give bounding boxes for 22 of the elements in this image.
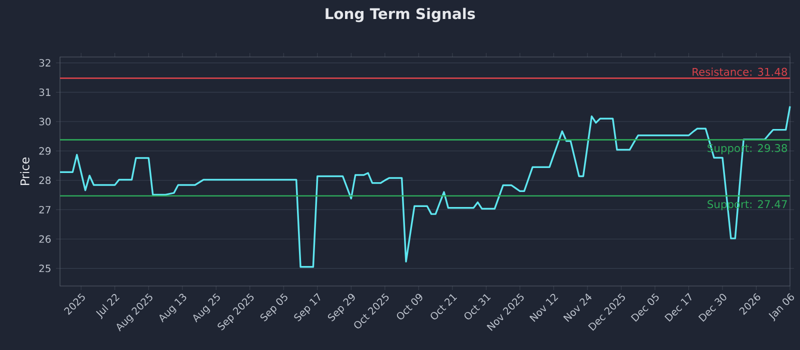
x-tick-label: Dec 17 — [664, 292, 692, 322]
x-tick-label: Jan 06 — [768, 293, 794, 322]
x-tick-label: Jul 22 — [96, 294, 120, 320]
x-tick-label: Dec 30 — [698, 294, 726, 322]
ref-line-label: Resistance: 31.48 — [692, 68, 788, 76]
y-tick-label: 26 — [39, 235, 51, 243]
y-tick-label: 29 — [39, 147, 51, 155]
x-tick-label: Oct 31 — [464, 294, 491, 320]
y-tick-label: 25 — [39, 264, 50, 272]
y-tick-label: 30 — [39, 118, 51, 126]
x-tick-label: Oct 09 — [396, 294, 422, 320]
x-tick-label: Sep 05 — [260, 293, 288, 322]
x-tick-label: Dec 05 — [630, 293, 659, 322]
chart-title: Long Term Signals — [326, 8, 475, 22]
y-tick-label: 32 — [39, 59, 50, 67]
y-tick-label: 31 — [39, 88, 50, 96]
x-tick-label: Sep 29 — [328, 294, 355, 322]
x-tick-label: Sep 17 — [294, 292, 320, 322]
y-tick-label: 27 — [39, 206, 50, 214]
y-tick-label: 28 — [39, 176, 51, 184]
y-axis-title: Price — [20, 157, 30, 185]
x-tick-label: Oct 21 — [430, 294, 458, 320]
